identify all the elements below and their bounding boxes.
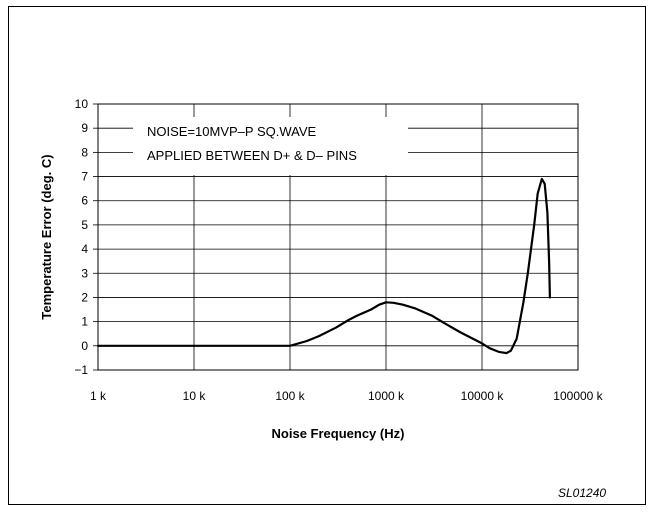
y-tick-label: 3 bbox=[81, 266, 88, 280]
annotation-box bbox=[133, 117, 408, 175]
x-tick-labels: 1 k 10 k 100 k 1000 k 10000 k 100000 k bbox=[90, 389, 604, 403]
x-tick-label: 100 k bbox=[275, 389, 305, 403]
x-tick-label: 1000 k bbox=[368, 389, 405, 403]
x-tick-label: 10000 k bbox=[461, 389, 505, 403]
y-tick-label: −1 bbox=[74, 363, 88, 377]
y-tick-labels: −1 0 1 2 3 4 5 6 7 8 9 10 bbox=[74, 97, 88, 377]
x-tick-label: 1 k bbox=[90, 389, 107, 403]
y-tick-label: 1 bbox=[81, 315, 88, 329]
y-axis-label: Temperature Error (deg. C) bbox=[39, 154, 54, 319]
figure-id: SL01240 bbox=[558, 486, 607, 500]
x-tick-label: 10 k bbox=[183, 389, 207, 403]
figure-frame bbox=[8, 6, 646, 505]
y-tick-label: 9 bbox=[81, 121, 88, 135]
y-tick-label: 10 bbox=[75, 97, 89, 111]
y-tick-label: 0 bbox=[81, 339, 88, 353]
plot-border bbox=[97, 103, 579, 371]
x-axis-label: Noise Frequency (Hz) bbox=[272, 426, 405, 441]
annotation-line-2: APPLIED BETWEEN D+ & D– PINS bbox=[147, 148, 357, 163]
annotation-line-1: NOISE=10MVP–P SQ.WAVE bbox=[147, 124, 317, 139]
y-tick-label: 4 bbox=[81, 242, 88, 256]
y-tick-label: 8 bbox=[81, 145, 88, 159]
y-tick-label: 5 bbox=[81, 218, 88, 232]
series-line bbox=[96, 177, 551, 355]
y-tick-label: 2 bbox=[81, 290, 88, 304]
x-tick-label: 100000 k bbox=[553, 389, 603, 403]
y-tick-label: 7 bbox=[81, 170, 88, 184]
y-tick-label: 6 bbox=[81, 194, 88, 208]
